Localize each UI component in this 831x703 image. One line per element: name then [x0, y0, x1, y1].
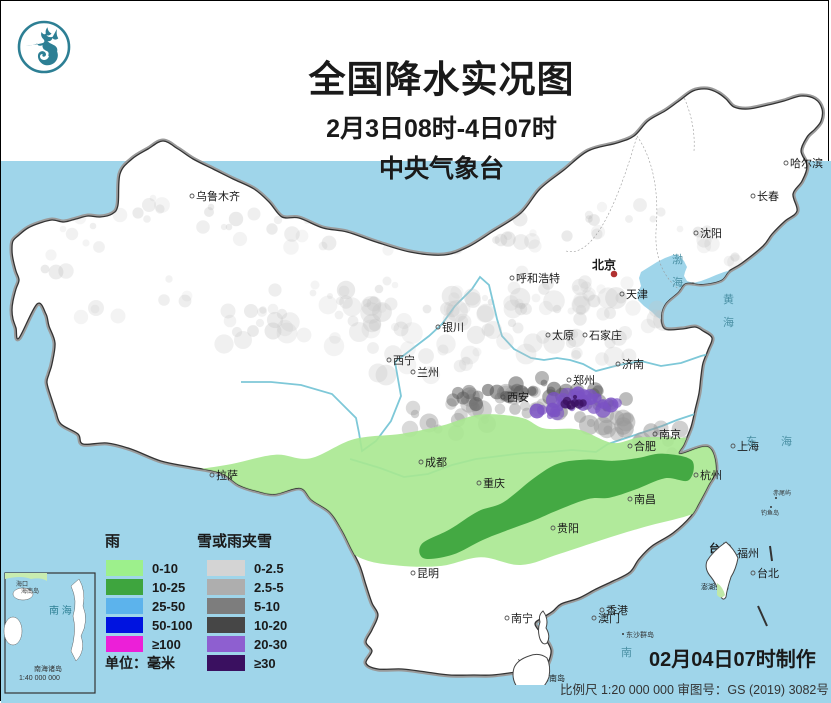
svg-text:单位：毫米: 单位：毫米: [105, 655, 176, 671]
svg-text:5-10: 5-10: [254, 599, 280, 614]
svg-text:南 海: 南 海: [49, 604, 72, 617]
svg-text:10-20: 10-20: [254, 618, 287, 633]
svg-text:≥100: ≥100: [152, 637, 181, 652]
svg-text:10-25: 10-25: [152, 580, 185, 595]
svg-text:雪或雨夹雪: 雪或雨夹雪: [197, 532, 272, 550]
svg-text:海口: 海口: [16, 580, 28, 588]
svg-text:雨: 雨: [105, 533, 120, 550]
svg-text:南海诸岛: 南海诸岛: [34, 664, 62, 673]
svg-text:海南岛: 海南岛: [21, 587, 39, 595]
svg-text:20-30: 20-30: [254, 637, 287, 652]
svg-text:0-2.5: 0-2.5: [254, 561, 284, 576]
svg-text:50-100: 50-100: [152, 618, 192, 633]
svg-text:2.5-5: 2.5-5: [254, 580, 284, 595]
svg-text:25-50: 25-50: [152, 599, 185, 614]
svg-text:1:40 000 000: 1:40 000 000: [19, 675, 60, 682]
svg-text:0-10: 0-10: [152, 561, 178, 576]
svg-text:≥30: ≥30: [254, 656, 276, 671]
